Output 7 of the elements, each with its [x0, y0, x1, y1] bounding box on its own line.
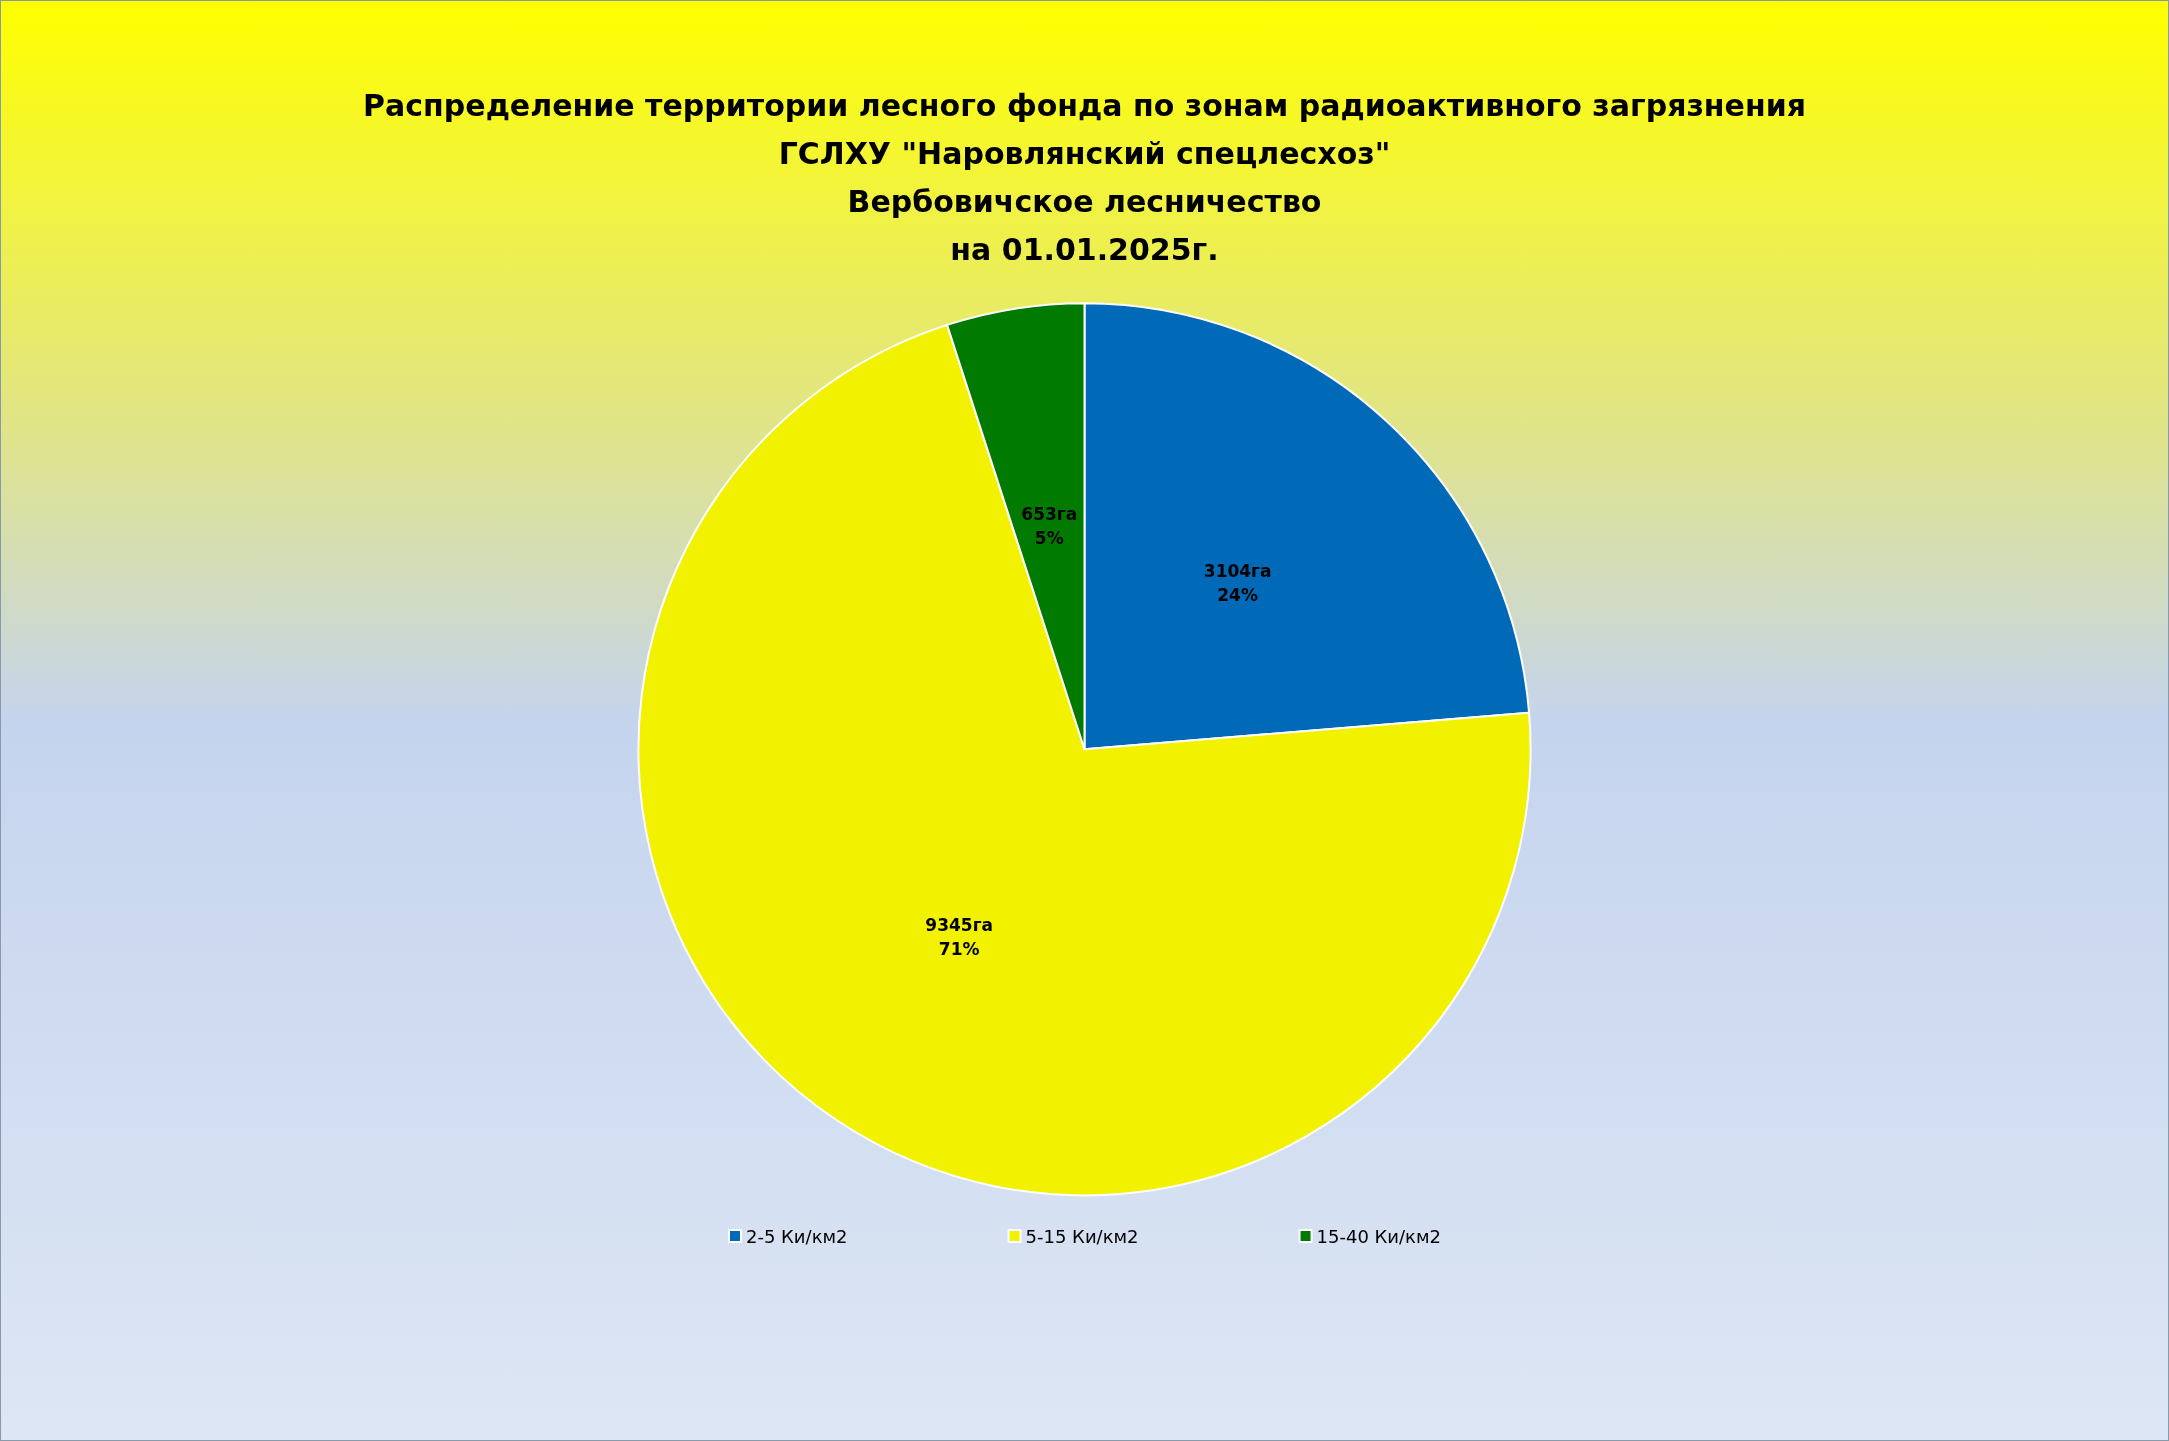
legend-label: 15-40 Ки/км2	[1316, 1225, 1442, 1247]
data-label: 9345га 71%	[925, 915, 994, 960]
legend-label: 5-15 Ки/км2	[1025, 1225, 1139, 1247]
data-label: 653га 5%	[1021, 504, 1078, 548]
data-label: 3104га 24%	[1203, 561, 1272, 606]
chart-title: Распределение территории лесного фонда по зонам радиоактивного загрязнения ГСЛХУ "Наровлянский спецлесхоз" Вербовичское лесничество на 01.01.2025г.	[363, 87, 1806, 267]
legend-label: 2-5 Ки/км2	[745, 1225, 848, 1247]
